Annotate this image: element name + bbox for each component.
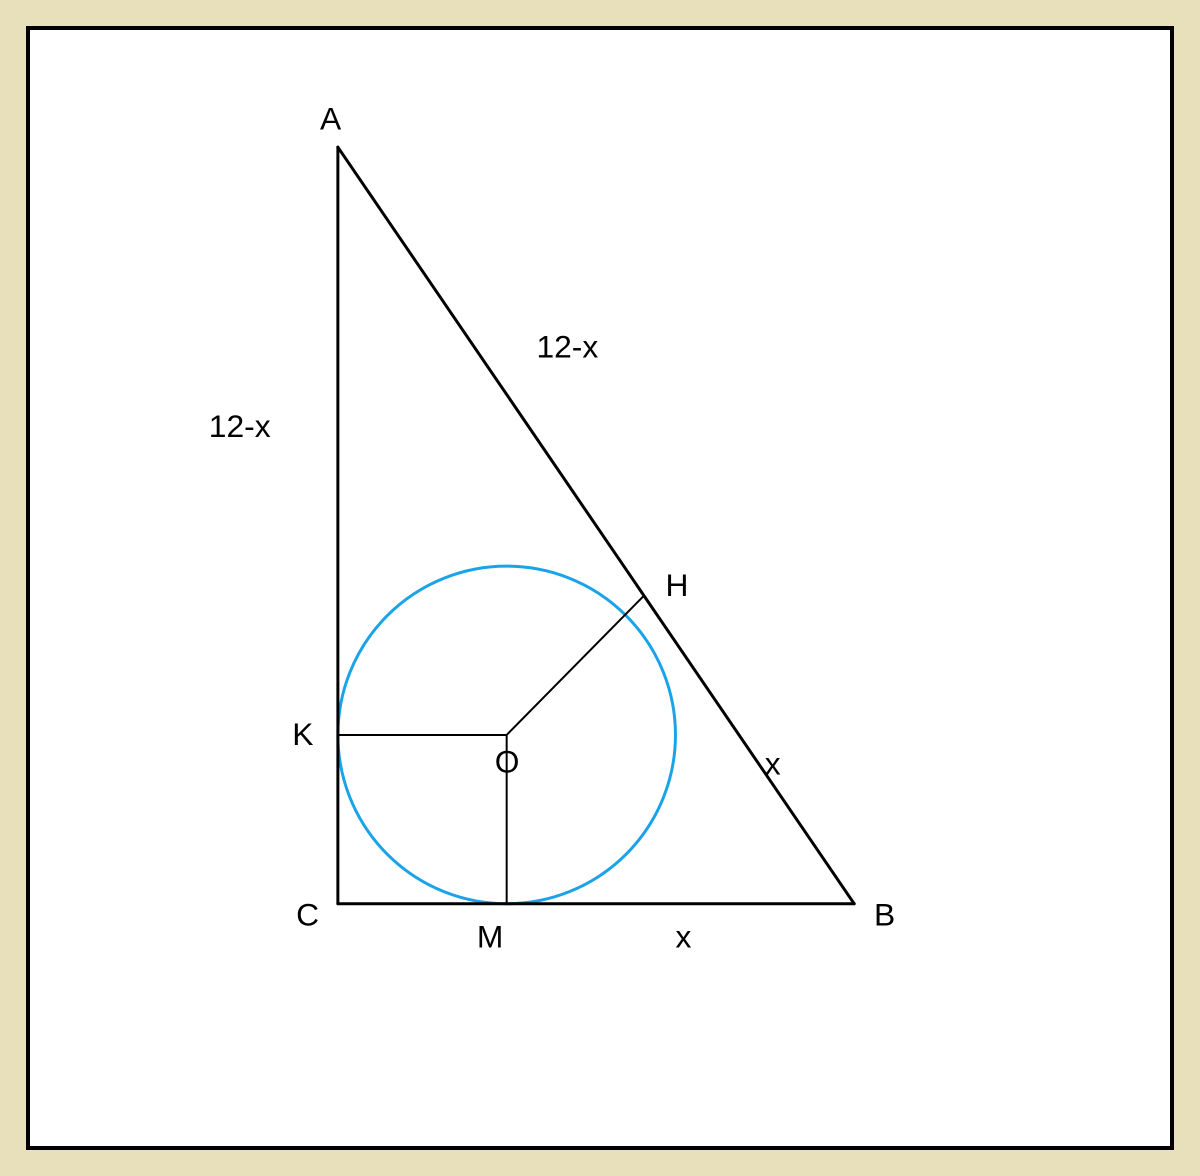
geometry-diagram: A C B K M O H 12-x 12-x x x	[30, 30, 1170, 1146]
point-label-H: H	[666, 567, 689, 603]
point-label-B: B	[874, 897, 895, 933]
segment-label-3: x	[675, 918, 691, 954]
point-label-K: K	[292, 716, 313, 752]
diagram-frame: A C B K M O H 12-x 12-x x x	[26, 26, 1174, 1150]
point-label-O: O	[495, 744, 520, 780]
point-label-M: M	[477, 918, 503, 954]
segment-label-1: 12-x	[536, 329, 598, 365]
segment-label-2: x	[765, 746, 781, 782]
segment-label-0: 12-x	[209, 408, 271, 444]
edge-B-A	[338, 147, 854, 904]
point-label-A: A	[320, 100, 342, 136]
edge-O-H	[507, 596, 644, 735]
point-label-C: C	[296, 897, 319, 933]
